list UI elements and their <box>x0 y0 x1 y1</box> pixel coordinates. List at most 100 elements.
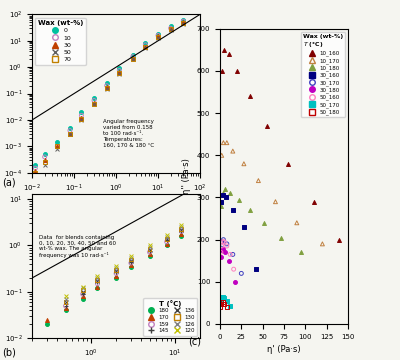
Legend: 180, 170, 159, 145, 136, 130, 126, 120: 180, 170, 159, 145, 136, 130, 126, 120 <box>144 298 197 336</box>
Point <box>104 85 110 91</box>
Point <box>62 300 69 305</box>
Point <box>168 27 174 33</box>
Point <box>234 68 240 74</box>
Point <box>155 32 161 38</box>
Point <box>164 234 170 240</box>
Point <box>113 265 119 271</box>
Point <box>67 125 73 131</box>
Point <box>42 152 48 157</box>
Point <box>218 245 224 251</box>
Point <box>94 273 101 279</box>
Point <box>113 273 119 279</box>
Point <box>155 35 161 41</box>
Point <box>62 307 69 313</box>
Point <box>146 246 153 252</box>
X-axis label: η' (Pa·s): η' (Pa·s) <box>267 345 301 354</box>
Point <box>218 249 224 255</box>
Point <box>168 26 174 32</box>
Point <box>130 56 136 62</box>
Point <box>91 101 97 107</box>
Point <box>164 237 170 242</box>
Point <box>128 264 134 270</box>
Point <box>241 161 247 167</box>
Point <box>54 144 60 149</box>
Point <box>218 199 224 204</box>
Point <box>62 293 69 299</box>
Point <box>80 296 86 302</box>
Point <box>219 299 226 305</box>
Point <box>142 40 148 46</box>
Legend: 10_160, 10_170, 10_180, 30_160, 30_170, 30_180, 50_160, 50_170, 50_180: 10_160, 10_170, 10_180, 30_160, 30_170, … <box>301 32 345 117</box>
Point <box>220 140 227 145</box>
Point <box>32 170 38 176</box>
Point <box>44 317 50 323</box>
Text: Data  for blends containing
0, 10, 20, 30, 40, 50 and 60
wt-% wax. The angular
f: Data for blends containing 0, 10, 20, 30… <box>39 235 116 258</box>
Point <box>180 20 186 26</box>
Point <box>146 249 153 255</box>
Point <box>218 243 225 249</box>
Point <box>178 227 185 233</box>
Point <box>44 321 50 327</box>
Point <box>104 83 110 89</box>
Point <box>336 237 343 243</box>
Point <box>128 259 134 265</box>
Point <box>142 45 148 50</box>
Point <box>94 275 101 281</box>
Point <box>319 241 326 247</box>
Point <box>298 249 304 255</box>
Point <box>80 291 86 297</box>
Point <box>247 207 253 213</box>
Point <box>180 19 186 25</box>
Point <box>130 57 136 62</box>
Point <box>113 271 119 276</box>
Point <box>178 231 185 237</box>
Point <box>146 248 153 253</box>
Point <box>217 301 224 307</box>
Point <box>230 266 237 272</box>
Text: (a): (a) <box>2 177 15 188</box>
Point <box>116 68 122 73</box>
Point <box>221 239 228 245</box>
Point <box>227 252 234 257</box>
Point <box>241 224 247 230</box>
Point <box>155 31 161 37</box>
Text: Angular frequency
varied from 0.158
to 100 rad·s⁻¹.
Temperatures:
160, 170 & 180: Angular frequency varied from 0.158 to 1… <box>102 119 154 147</box>
Point <box>54 144 60 149</box>
Point <box>94 281 101 287</box>
Point <box>62 300 69 305</box>
Point <box>221 47 228 53</box>
Point <box>261 220 268 226</box>
Point <box>146 251 153 257</box>
Point <box>217 300 224 306</box>
Point <box>180 21 186 26</box>
Point <box>164 239 170 245</box>
Point <box>180 18 186 24</box>
Point <box>80 284 86 289</box>
Point <box>54 139 60 145</box>
Point <box>67 131 73 137</box>
Point <box>278 235 285 240</box>
Point <box>146 243 153 248</box>
Point <box>54 144 60 149</box>
Point <box>285 161 292 167</box>
Point <box>168 23 174 29</box>
Point <box>94 278 101 284</box>
Point <box>146 244 153 250</box>
Point <box>247 93 253 99</box>
Point <box>78 112 84 118</box>
Point <box>230 252 236 257</box>
Point <box>155 33 161 39</box>
Point <box>128 260 134 266</box>
Point <box>224 241 230 247</box>
Point <box>32 162 38 168</box>
Point <box>80 285 86 291</box>
Point <box>218 299 224 305</box>
Point <box>116 71 122 77</box>
Point <box>80 291 86 297</box>
Point <box>113 267 119 273</box>
Point <box>218 68 225 74</box>
Point <box>218 254 224 260</box>
Point <box>80 287 86 293</box>
Point <box>178 222 185 228</box>
Point <box>78 109 84 115</box>
